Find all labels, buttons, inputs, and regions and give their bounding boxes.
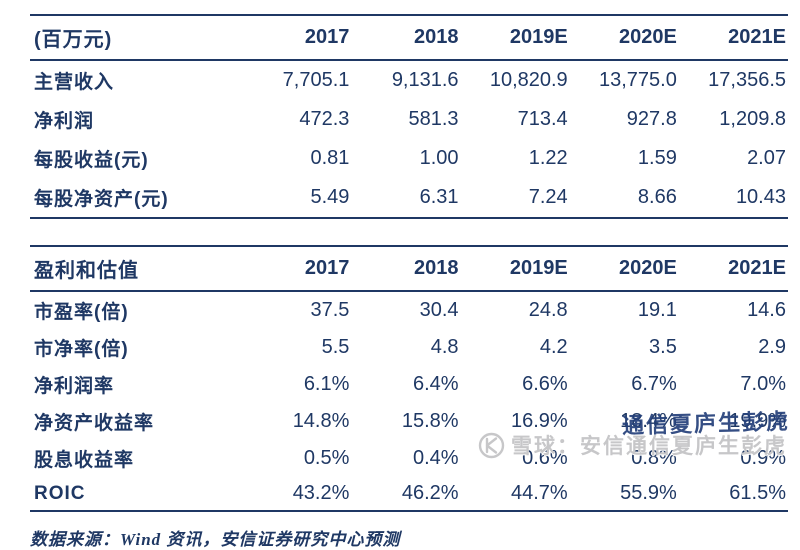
cell-value: 1.00 xyxy=(419,147,459,169)
col-header-2020e: 2020E xyxy=(569,246,679,292)
cell-value: 0.5% xyxy=(303,447,350,469)
cell-value: 14.6 xyxy=(747,299,786,321)
cell-value: 713.4 xyxy=(517,108,568,130)
cell-value: 3.5 xyxy=(649,336,677,358)
table-header-row: 盈利和估值 2017 2018 2019E 2020E 2021E xyxy=(30,246,788,292)
cell-value: 10,820.9 xyxy=(489,69,568,91)
cell-value: 18.4% xyxy=(620,410,677,432)
row-label: ROIC xyxy=(34,482,86,504)
cell-value: 7.0% xyxy=(740,373,786,395)
cell-value: 55.9% xyxy=(620,482,677,504)
data-source-note: 数据来源：Wind 资讯，安信证券研究中心预测 xyxy=(30,530,401,549)
col-header-2019e: 2019E xyxy=(460,15,570,61)
cell-value: 19.9% xyxy=(729,410,786,432)
cell-value: 6.6% xyxy=(522,373,568,395)
table-row-pe: 市盈率(倍) 37.5 30.4 24.8 19.1 14.6 xyxy=(30,291,788,329)
cell-value: 581.3 xyxy=(408,108,459,130)
cell-value: 30.4 xyxy=(419,299,459,321)
cell-value: 0.81 xyxy=(310,147,350,169)
cell-value: 61.5% xyxy=(729,482,786,504)
row-label: 市净率(倍) xyxy=(34,339,129,360)
cell-value: 4.2 xyxy=(539,336,568,358)
cell-value: 14.8% xyxy=(292,410,350,432)
cell-value: 9,131.6 xyxy=(391,69,459,91)
cell-value: 17,356.5 xyxy=(708,69,786,91)
forecast-table-millions: (百万元) 2017 2018 2019E 2020E 2021E 主营收入 7… xyxy=(30,14,788,219)
row-label: 市盈率(倍) xyxy=(34,302,129,323)
cell-value: 5.49 xyxy=(310,186,350,208)
cell-value: 16.9% xyxy=(510,410,568,432)
report-table-sheet: (百万元) 2017 2018 2019E 2020E 2021E 主营收入 7… xyxy=(30,14,788,549)
table-row-bvps: 每股净资产(元) 5.49 6.31 7.24 8.66 10.43 xyxy=(30,178,788,218)
table-row-net-margin: 净利润率 6.1% 6.4% 6.6% 6.7% 7.0% xyxy=(30,366,788,403)
col-header-2018: 2018 xyxy=(351,15,461,61)
row-label: 净利润 xyxy=(34,111,95,132)
table-row-dividend-yield: 股息收益率 0.5% 0.4% 0.6% 0.8% 0.9% xyxy=(30,440,788,477)
cell-value: 0.6% xyxy=(522,447,568,469)
table-row-net-profit: 净利润 472.3 581.3 713.4 927.8 1,209.8 xyxy=(30,100,788,139)
xueqiu-watermark: 雪球：安信通信夏庐生彭虎 xyxy=(478,430,787,460)
tables-gap xyxy=(30,219,786,245)
col-header-2017: 2017 xyxy=(242,246,352,292)
cell-value: 44.7% xyxy=(510,482,568,504)
xueqiu-watermark-text: 雪球：安信通信夏庐生彭虎 xyxy=(511,435,787,458)
col-header-2018: 2018 xyxy=(351,246,461,292)
table-header-row: (百万元) 2017 2018 2019E 2020E 2021E xyxy=(30,15,788,61)
table-row-eps: 每股收益(元) 0.81 1.00 1.22 1.59 2.07 xyxy=(30,139,788,178)
row-label: 主营收入 xyxy=(34,72,115,93)
table-row-pb: 市净率(倍) 5.5 4.8 4.2 3.5 2.9 xyxy=(30,329,788,366)
cell-value: 13,775.0 xyxy=(598,69,677,91)
unit-header: (百万元) xyxy=(30,15,243,61)
cell-value: 0.4% xyxy=(412,447,459,469)
row-label: 净资产收益率 xyxy=(34,413,155,434)
table-row-roe: 净资产收益率 14.8% 15.8% 16.9% 18.4% 19.9% xyxy=(30,403,788,440)
cell-value: 5.5 xyxy=(321,336,350,358)
cell-value: 6.1% xyxy=(303,373,350,395)
col-header-2019e: 2019E xyxy=(460,246,570,292)
cell-value: 6.7% xyxy=(631,373,677,395)
col-header-2017: 2017 xyxy=(242,15,352,61)
cell-value: 6.4% xyxy=(412,373,459,395)
col-header-2021e: 2021E xyxy=(678,15,788,61)
cell-value: 37.5 xyxy=(310,299,350,321)
table-row-roic: ROIC 43.2% 46.2% 44.7% 55.9% 61.5% xyxy=(30,477,788,511)
cell-value: 10.43 xyxy=(735,186,786,208)
row-label: 每股净资产(元) xyxy=(34,189,169,210)
cell-value: 43.2% xyxy=(292,482,350,504)
cell-value: 2.9 xyxy=(758,336,786,358)
row-label: 每股收益(元) xyxy=(34,150,149,171)
cell-value: 7,705.1 xyxy=(282,69,350,91)
cell-value: 0.8% xyxy=(631,447,677,469)
valuation-header: 盈利和估值 xyxy=(30,246,243,292)
cell-value: 1.59 xyxy=(637,147,677,169)
cell-value: 8.66 xyxy=(637,186,677,208)
cell-value: 2.07 xyxy=(747,147,786,169)
cell-value: 927.8 xyxy=(626,108,677,130)
cell-value: 6.31 xyxy=(419,186,459,208)
row-label: 净利润率 xyxy=(34,376,115,397)
cell-value: 15.8% xyxy=(401,410,459,432)
valuation-table: 盈利和估值 2017 2018 2019E 2020E 2021E 市盈率(倍)… xyxy=(30,245,788,512)
cell-value: 1,209.8 xyxy=(719,108,786,130)
cell-value: 7.24 xyxy=(528,186,568,208)
cell-value: 1.22 xyxy=(528,147,568,169)
row-label: 股息收益率 xyxy=(34,450,135,471)
cell-value: 24.8 xyxy=(528,299,568,321)
col-header-2021e: 2021E xyxy=(678,246,788,292)
cell-value: 4.8 xyxy=(430,336,459,358)
table-row-revenue: 主营收入 7,705.1 9,131.6 10,820.9 13,775.0 1… xyxy=(30,60,788,100)
cell-value: 472.3 xyxy=(299,108,350,130)
cell-value: 0.9% xyxy=(740,447,786,469)
col-header-2020e: 2020E xyxy=(569,15,679,61)
cell-value: 19.1 xyxy=(637,299,677,321)
xueqiu-snowball-logo-icon xyxy=(478,432,505,458)
cell-value: 46.2% xyxy=(401,482,459,504)
